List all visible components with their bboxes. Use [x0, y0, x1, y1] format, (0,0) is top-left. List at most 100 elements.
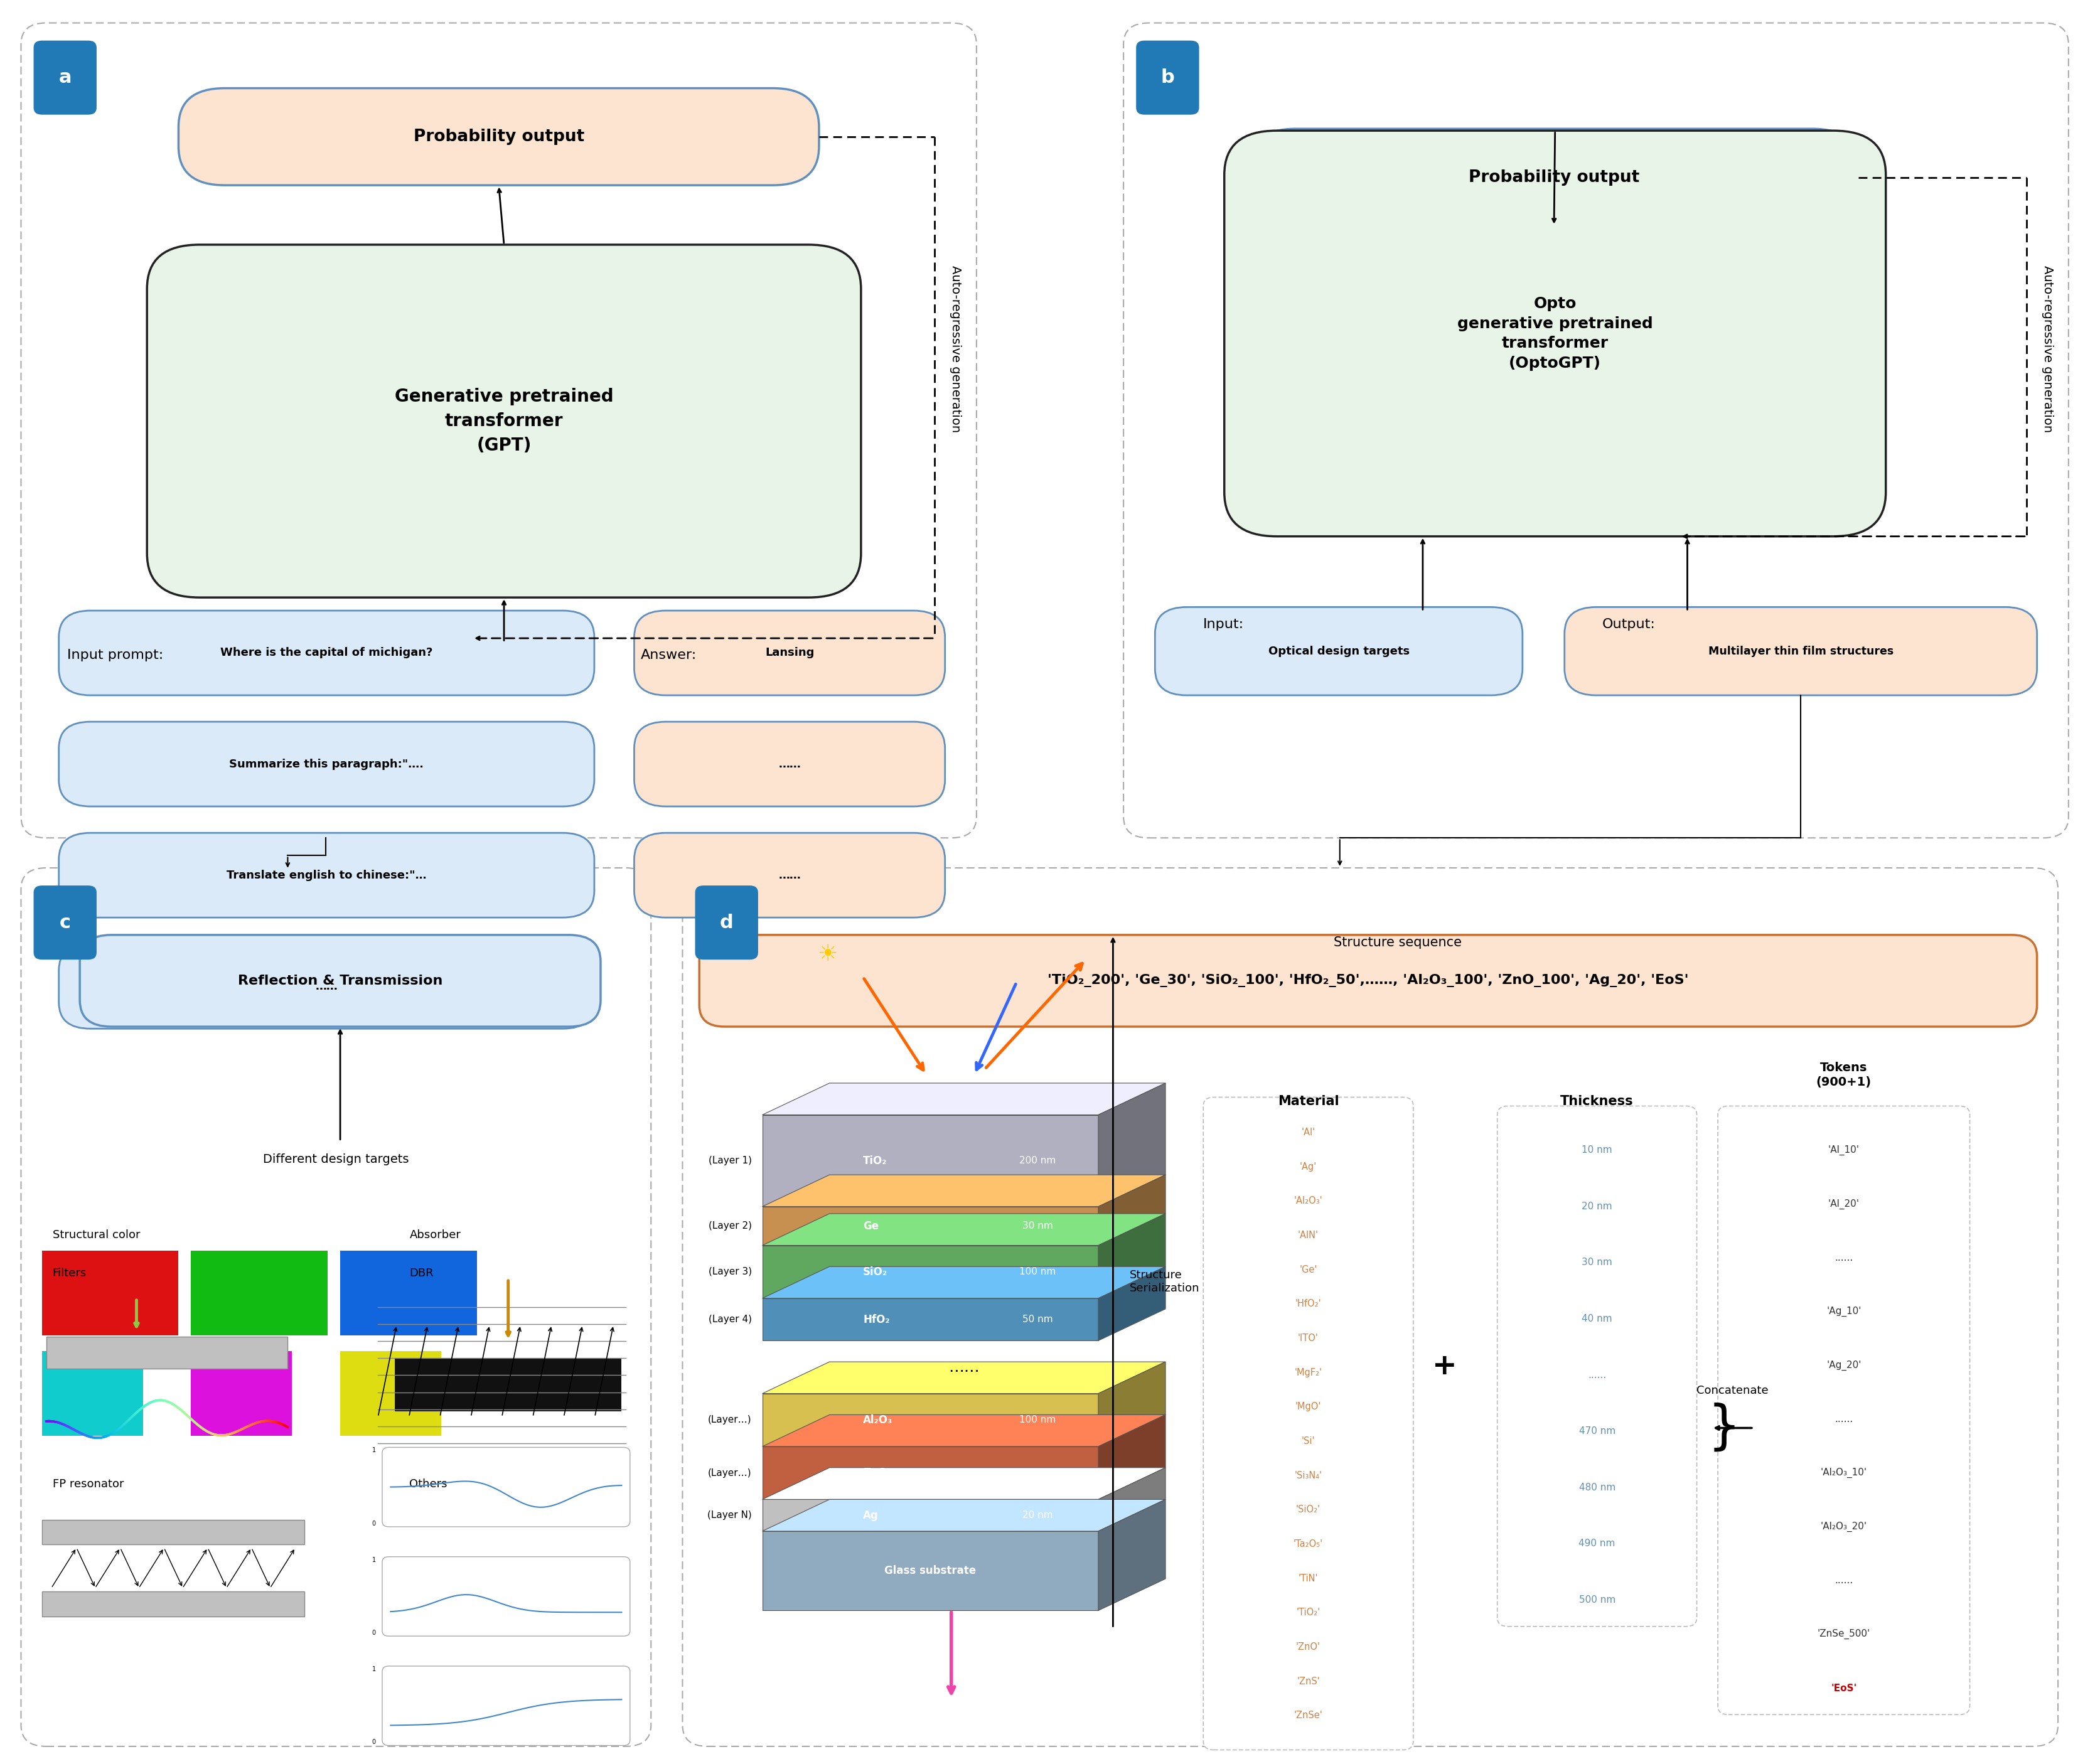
FancyBboxPatch shape	[634, 721, 945, 806]
Text: 'TiN': 'TiN'	[1298, 1573, 1319, 1582]
Text: Al₂O₃: Al₂O₃	[863, 1415, 892, 1425]
Text: ......: ......	[1835, 1252, 1852, 1263]
Text: 'Ag_10': 'Ag_10'	[1827, 1307, 1861, 1316]
Polygon shape	[1098, 1362, 1166, 1446]
Polygon shape	[762, 1175, 1166, 1207]
Polygon shape	[1098, 1267, 1166, 1341]
Text: Others: Others	[410, 1478, 447, 1491]
Text: TiO₂: TiO₂	[863, 1155, 888, 1166]
FancyBboxPatch shape	[634, 833, 945, 917]
Polygon shape	[1098, 1214, 1166, 1298]
FancyBboxPatch shape	[1136, 41, 1199, 115]
Text: 500 nm: 500 nm	[1579, 1595, 1615, 1605]
Text: 'ZnSe': 'ZnSe'	[1294, 1711, 1323, 1720]
Polygon shape	[762, 1362, 1166, 1394]
Text: 1: 1	[372, 1446, 376, 1454]
Text: Summarize this paragraph:"….: Summarize this paragraph:"….	[229, 759, 424, 769]
Text: Filters: Filters	[52, 1268, 86, 1279]
Polygon shape	[762, 1531, 1098, 1611]
Text: 'MgO': 'MgO'	[1296, 1402, 1321, 1411]
Text: Structure sequence: Structure sequence	[1334, 937, 1462, 949]
Text: DBR: DBR	[410, 1268, 435, 1279]
Text: Output:: Output:	[1602, 617, 1655, 630]
Text: 'ZnS': 'ZnS'	[1298, 1676, 1319, 1686]
FancyBboxPatch shape	[1497, 1106, 1697, 1626]
FancyBboxPatch shape	[695, 886, 758, 960]
Text: Thickness: Thickness	[1560, 1095, 1634, 1108]
Text: 480 nm: 480 nm	[1579, 1484, 1615, 1492]
Text: 'EoS': 'EoS'	[1831, 1683, 1856, 1693]
Text: Opto
generative pretrained
transformer
(OptoGPT): Opto generative pretrained transformer (…	[1457, 296, 1653, 370]
Polygon shape	[1098, 1175, 1166, 1245]
Text: 'ZnO': 'ZnO'	[1296, 1642, 1321, 1651]
Text: (Layer 4): (Layer 4)	[708, 1314, 752, 1325]
Text: ZnO: ZnO	[863, 1468, 886, 1478]
Text: Answer:: Answer:	[640, 649, 697, 662]
FancyBboxPatch shape	[382, 1556, 630, 1637]
Text: 10 nm: 10 nm	[1581, 1145, 1613, 1155]
Text: ……: ……	[315, 981, 338, 991]
Text: 'TiO₂': 'TiO₂'	[1296, 1609, 1321, 1618]
FancyBboxPatch shape	[191, 1351, 292, 1436]
FancyBboxPatch shape	[1249, 129, 1858, 226]
Polygon shape	[762, 1415, 1166, 1446]
Text: Multilayer thin film structures: Multilayer thin film structures	[1707, 646, 1894, 656]
FancyBboxPatch shape	[382, 1446, 630, 1528]
Text: (Layer N): (Layer N)	[708, 1510, 752, 1521]
FancyBboxPatch shape	[634, 610, 945, 695]
Text: Input prompt:: Input prompt:	[67, 649, 164, 662]
Text: 0: 0	[372, 1630, 376, 1637]
FancyBboxPatch shape	[42, 1251, 178, 1335]
Text: 'Al': 'Al'	[1302, 1127, 1315, 1138]
Text: Ag: Ag	[863, 1510, 878, 1521]
Text: 'TiO₂_200', 'Ge_30', 'SiO₂_100', 'HfO₂_50',……, 'Al₂O₃_100', 'ZnO_100', 'Ag_20', : 'TiO₂_200', 'Ge_30', 'SiO₂_100', 'HfO₂_5…	[1048, 974, 1688, 988]
Text: Where is the capital of michigan?: Where is the capital of michigan?	[220, 647, 433, 658]
Polygon shape	[762, 1267, 1166, 1298]
Polygon shape	[1098, 1415, 1166, 1499]
Text: Translate english to chinese:"…: Translate english to chinese:"…	[227, 870, 426, 880]
Text: Structure
Serialization: Structure Serialization	[1130, 1270, 1199, 1293]
Text: Probability output: Probability output	[1468, 169, 1640, 185]
Text: 'MgF₂': 'MgF₂'	[1294, 1367, 1323, 1378]
Text: 100 nm: 100 nm	[1018, 1415, 1056, 1425]
FancyBboxPatch shape	[682, 868, 2058, 1746]
FancyBboxPatch shape	[191, 1251, 328, 1335]
Text: +: +	[1432, 1351, 1457, 1381]
Text: ……: ……	[779, 870, 800, 880]
Text: Ge: Ge	[863, 1221, 880, 1231]
Text: (Layer…): (Layer…)	[708, 1468, 752, 1478]
Text: Structural color: Structural color	[52, 1230, 141, 1240]
Text: (Layer 2): (Layer 2)	[708, 1221, 752, 1231]
FancyBboxPatch shape	[1203, 1097, 1413, 1750]
Text: HfO₂: HfO₂	[863, 1314, 890, 1325]
Text: Absorber: Absorber	[410, 1230, 460, 1240]
FancyBboxPatch shape	[21, 23, 976, 838]
Text: 'Si₃N₄': 'Si₃N₄'	[1294, 1471, 1323, 1480]
Text: Auto-regressive generation: Auto-regressive generation	[2041, 265, 2054, 432]
Text: 100 nm: 100 nm	[1018, 1468, 1056, 1478]
Text: ......: ......	[1835, 1575, 1852, 1586]
Text: 470 nm: 470 nm	[1579, 1427, 1615, 1436]
Text: 'AlN': 'AlN'	[1298, 1231, 1319, 1240]
Text: 'SiO₂': 'SiO₂'	[1296, 1505, 1321, 1515]
Text: d: d	[720, 914, 733, 931]
Text: 'Al₂O₃_20': 'Al₂O₃_20'	[1821, 1522, 1867, 1531]
Text: Lansing: Lansing	[764, 647, 815, 658]
Text: ......: ......	[1588, 1371, 1606, 1379]
FancyBboxPatch shape	[59, 944, 594, 1028]
Text: Glass substrate: Glass substrate	[884, 1565, 976, 1577]
Text: FP resonator: FP resonator	[52, 1478, 124, 1491]
Text: 490 nm: 490 nm	[1579, 1538, 1615, 1549]
FancyBboxPatch shape	[1224, 131, 1886, 536]
Text: Material: Material	[1277, 1095, 1340, 1108]
Text: 1: 1	[372, 1556, 376, 1563]
Polygon shape	[1098, 1083, 1166, 1207]
Text: SiO₂: SiO₂	[863, 1267, 888, 1277]
Text: 50 nm: 50 nm	[1023, 1314, 1052, 1325]
FancyBboxPatch shape	[178, 88, 819, 185]
Text: 100 nm: 100 nm	[1018, 1267, 1056, 1277]
Text: ……: ……	[779, 759, 800, 769]
FancyBboxPatch shape	[699, 935, 2037, 1027]
FancyBboxPatch shape	[340, 1251, 477, 1335]
Polygon shape	[762, 1298, 1098, 1341]
